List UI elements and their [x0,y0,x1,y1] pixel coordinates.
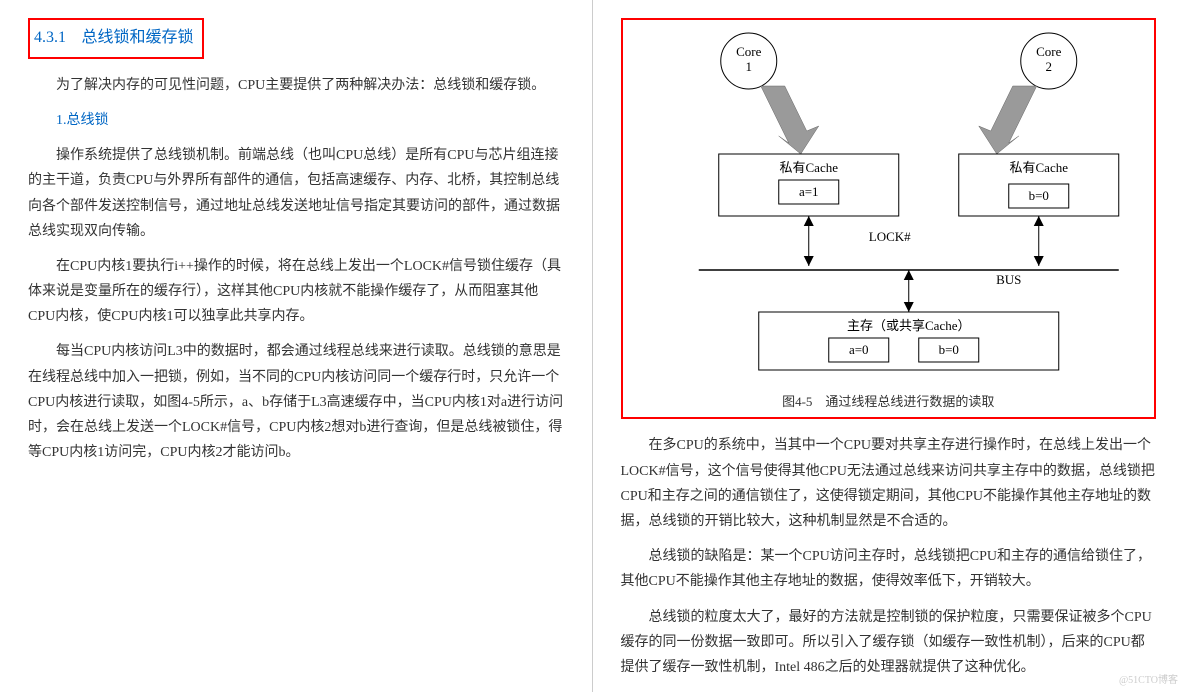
cache1-val: a=1 [798,184,818,199]
svg-text:Core: Core [736,44,762,59]
bus-label: BUS [996,272,1021,287]
section-number: 4.3.1 [34,29,66,46]
section-title: 总线锁和缓存锁 [82,29,194,46]
subsection-heading: 1.总线锁 [28,108,564,133]
mem-a: a=0 [848,342,868,357]
lock-label: LOCK# [868,229,910,244]
cache1-title: 私有Cache [779,160,838,175]
figure-highlight-box: Core 1 Core 2 私有Cache a=1 私有Cache b=0 [621,18,1157,419]
bus-lock-diagram: Core 1 Core 2 私有Cache a=1 私有Cache b=0 [629,26,1149,386]
left-page: 4.3.1 总线锁和缓存锁 为了解决内存的可见性问题，CPU主要提供了两种解决办… [0,0,593,692]
svg-text:Core: Core [1036,44,1062,59]
paragraph: 在多CPU的系统中，当其中一个CPU要对共享主存进行操作时，在总线上发出一个LO… [621,433,1157,534]
paragraph: 总线锁的粒度太大了，最好的方法就是控制锁的保护粒度，只需要保证被多个CPU缓存的… [621,605,1157,681]
svg-text:1: 1 [745,59,752,74]
paragraph: 操作系统提供了总线锁机制。前端总线（也叫CPU总线）是所有CPU与芯片组连接的主… [28,143,564,244]
cache2-title: 私有Cache [1009,160,1068,175]
section-heading-highlight: 4.3.1 总线锁和缓存锁 [28,18,204,59]
two-page-spread: 4.3.1 总线锁和缓存锁 为了解决内存的可见性问题，CPU主要提供了两种解决办… [0,0,1184,692]
cache2-val: b=0 [1028,188,1048,203]
paragraph: 为了解决内存的可见性问题，CPU主要提供了两种解决办法：总线锁和缓存锁。 [28,73,564,98]
svg-text:2: 2 [1045,59,1052,74]
memory-title: 主存（或共享Cache） [847,318,970,333]
paragraph: 总线锁的缺陷是：某一个CPU访问主存时，总线锁把CPU和主存的通信给锁住了，其他… [621,544,1157,594]
paragraph: 每当CPU内核访问L3中的数据时，都会通过线程总线来进行读取。总线锁的意思是在线… [28,339,564,465]
right-page: Core 1 Core 2 私有Cache a=1 私有Cache b=0 [593,0,1184,692]
watermark: @51CTO博客 [1119,672,1178,690]
paragraph: 在CPU内核1要执行i++操作的时候，将在总线上发出一个LOCK#信号锁住缓存（… [28,254,564,330]
mem-b: b=0 [938,342,958,357]
figure-caption: 图4-5 通过线程总线进行数据的读取 [629,390,1149,413]
